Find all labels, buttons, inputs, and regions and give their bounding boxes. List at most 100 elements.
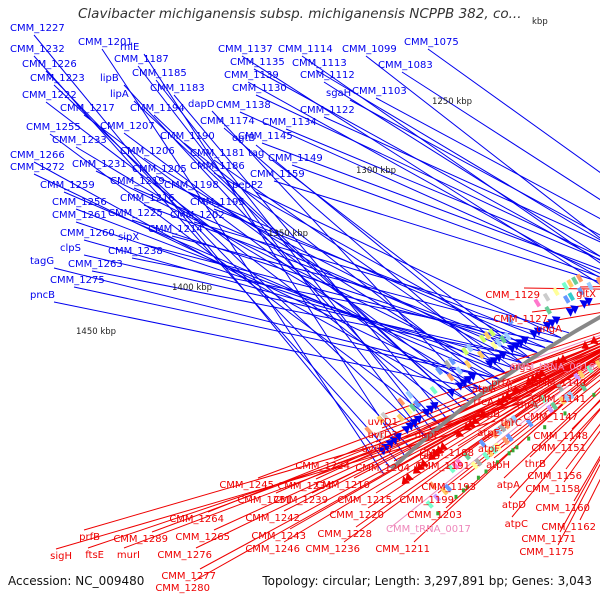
position-tick-label: 1450 kbp (76, 327, 116, 337)
cog-block (561, 281, 570, 291)
cog-block (485, 448, 495, 458)
label-connector (75, 221, 515, 369)
forward-gene-label: CMM_1263 (68, 259, 123, 270)
forward-gene-label: tag (248, 148, 264, 159)
label-connector (511, 408, 600, 518)
forward-gene-arrow (506, 345, 516, 354)
label-connector (155, 175, 522, 364)
label-connector (561, 379, 600, 411)
reverse-gene-label: tatB (419, 451, 440, 462)
forward-gene-arrow (413, 415, 422, 424)
label-connector (75, 208, 507, 374)
label-connector (413, 367, 600, 543)
reverse-gene-label: CMM_1245 (219, 480, 274, 491)
cog-block (461, 346, 470, 356)
reverse-gene-arrow (420, 458, 429, 467)
forward-gene-label: CMM_1259 (40, 180, 95, 191)
label-connector (213, 208, 554, 344)
label-connector (457, 357, 600, 447)
label-connector (83, 239, 522, 364)
forward-gene-label: CMM_1190 (160, 131, 215, 142)
reverse-gene-label: CMM_1188 (419, 448, 474, 459)
label-connector (123, 84, 440, 425)
forward-gene-label: CMM_1195 (190, 197, 245, 208)
forward-gene-label: CMM_1149 (268, 153, 323, 164)
reverse-gene-label: atpC (505, 519, 528, 530)
forward-gene-label: CMM_1232 (10, 44, 65, 55)
label-connector (255, 94, 600, 257)
forward-gene-arrow (565, 308, 575, 317)
cog-block (447, 356, 457, 366)
forward-gene-label: CMM_1205 (132, 164, 187, 175)
forward-gene-label: CMM_1114 (278, 44, 333, 55)
forward-gene-arrow (429, 402, 439, 411)
reverse-gene-arrow (555, 356, 564, 366)
forward-gene-arrow (579, 300, 588, 309)
label-connector (569, 358, 600, 377)
label-connector (199, 362, 581, 570)
cog-block (562, 294, 571, 304)
reverse-gene-label: CMM_1211 (375, 544, 430, 555)
position-tick-label: 1400 kbp (172, 283, 212, 293)
forward-gene-label: CMM_1226 (22, 59, 77, 70)
cog-block (573, 372, 581, 382)
cog-block (539, 394, 548, 404)
reverse-gene-arrow (512, 385, 522, 394)
forward-gene-arrow (551, 316, 561, 325)
forward-gene-arrow (485, 360, 494, 369)
reverse-gene-label: CMM_1277 (161, 571, 216, 582)
forward-gene-label: CMM_1214 (148, 224, 203, 235)
position-tick-label: 1300 kbp (356, 166, 396, 176)
reverse-gene-label: CMM_1127 (493, 314, 548, 325)
reverse-gene-label: argS (509, 362, 532, 373)
label-connector (545, 312, 600, 323)
label-connector (509, 399, 600, 499)
reverse-gene-label: ftsE (85, 550, 104, 561)
cog-block (376, 415, 385, 424)
label-connector (73, 286, 499, 380)
forward-gene-label: CMM_1227 (10, 23, 65, 34)
reverse-gene-label: CMM_1203 (407, 510, 462, 521)
feature-mark (592, 392, 596, 397)
feature-mark (527, 436, 531, 441)
cog-block (571, 276, 579, 286)
label-connector (49, 133, 440, 425)
title-kbp-mark: kbp (532, 17, 548, 27)
label-connector (213, 362, 581, 531)
feature-mark (436, 511, 440, 516)
cog-block (443, 359, 452, 369)
reverse-gene-label: atpE (477, 428, 500, 439)
forward-gene-label: CMM_1138 (216, 100, 271, 111)
cog-block (447, 464, 456, 474)
reverse-gene-label: CMM_1246 (245, 544, 300, 555)
cog-block (405, 390, 414, 400)
reverse-gene-label: CMM_1158 (525, 484, 580, 495)
cog-block (567, 292, 576, 302)
cog-block (501, 436, 510, 446)
reverse-gene-label: CMM_1228 (317, 529, 372, 540)
reverse-gene-label: CMM_1141 (531, 394, 586, 405)
label-lines (33, 34, 600, 582)
reverse-gene-label: CMM_1151 (531, 443, 586, 454)
forward-gene-arrow (584, 297, 593, 307)
reverse-gene-label: CMM_1289 (113, 534, 168, 545)
forward-gene-arrow (515, 339, 525, 348)
reverse-gene-label: atpA (497, 480, 520, 491)
forward-gene-label: CMM_1137 (218, 44, 273, 55)
forward-gene-arrow (409, 418, 418, 428)
label-connector (323, 81, 600, 257)
label-connector (193, 362, 581, 582)
forward-gene-label: CMM_1185 (132, 68, 187, 79)
cog-block (579, 382, 588, 392)
forward-gene-label: CMM_1134 (262, 117, 317, 128)
cog-block (470, 461, 479, 470)
reverse-gene-arrow (581, 340, 590, 350)
label-connector (283, 351, 600, 543)
feature-mark (465, 485, 469, 490)
cog-block (455, 458, 464, 467)
cog-block (546, 404, 554, 414)
cog-block (586, 281, 594, 291)
reverse-gene-label: CMM_1204 (355, 463, 410, 474)
reverse-gene-label: CMM_1162 (541, 522, 596, 533)
cog-block (498, 423, 507, 433)
